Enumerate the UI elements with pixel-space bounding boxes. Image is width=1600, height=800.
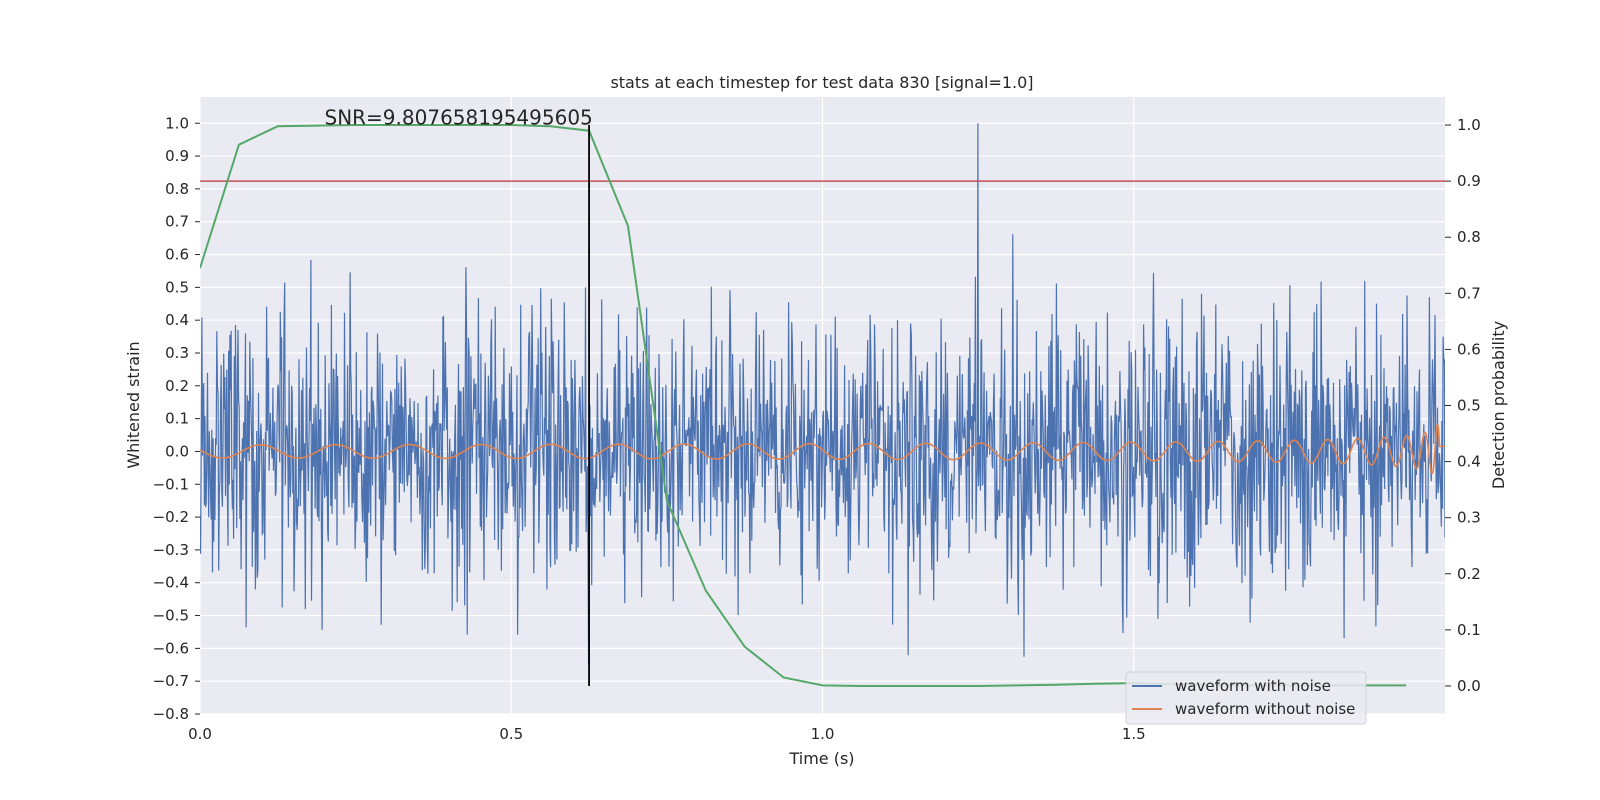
x-tick-label: 1.0 [811, 725, 835, 743]
y-left-tick-label: 0.3 [165, 344, 189, 362]
noisy-waveform-line [200, 123, 1445, 665]
y-right-tick-label: 0.8 [1457, 228, 1481, 246]
y-left-tick-label: −0.3 [153, 541, 189, 559]
y-left-tick-label: 0.4 [165, 311, 189, 329]
y-left-tick-label: 0.6 [165, 246, 189, 264]
y-left-tick-label: 0.2 [165, 377, 189, 395]
legend: waveform with noise waveform without noi… [1125, 671, 1367, 725]
y-left-tick-label: 0.0 [165, 442, 189, 460]
chart-title: stats at each timestep for test data 830… [610, 73, 1033, 92]
y-left-tick-label: 0.9 [165, 147, 189, 165]
x-axis-ticks: 0.0 0.5 1.0 1.5 [188, 725, 1146, 743]
y-right-tick-label: 0.9 [1457, 172, 1481, 190]
y-axis-left-ticks: −0.8 −0.7 −0.6 −0.5 −0.4 −0.3 −0.2 −0.1 0.0 0.1 0.… [153, 114, 200, 723]
y-right-tick-label: 0.1 [1457, 621, 1481, 639]
x-tick-label: 0.5 [499, 725, 523, 743]
x-tick-label: 1.5 [1122, 725, 1146, 743]
legend-label-noisy: waveform with noise [1175, 677, 1331, 695]
y-left-tick-label: −0.5 [153, 607, 189, 625]
y-left-tick-label: 0.8 [165, 180, 189, 198]
y-left-tick-label: −0.4 [153, 574, 189, 592]
y-left-tick-label: −0.2 [153, 508, 189, 526]
y-left-tick-label: 0.5 [165, 278, 189, 296]
y-right-tick-label: 1.0 [1457, 116, 1481, 134]
y-left-tick-label: −0.1 [153, 475, 189, 493]
y-left-tick-label: 0.7 [165, 213, 189, 231]
legend-label-clean: waveform without noise [1175, 700, 1355, 718]
y-left-tick-label: −0.8 [153, 705, 189, 723]
x-axis-label: Time (s) [788, 749, 854, 768]
y-right-tick-label: 0.3 [1457, 509, 1481, 527]
y-right-tick-label: 0.7 [1457, 284, 1481, 302]
x-tick-label: 0.0 [188, 725, 212, 743]
y-axis-left-label: Whitened strain [124, 341, 143, 468]
y-axis-right-ticks: 0.0 0.1 0.2 0.3 0.4 0.5 0.6 0.7 0.8 0.9 1.0 [1445, 116, 1481, 695]
y-right-tick-label: 0.5 [1457, 397, 1481, 415]
y-axis-right-label: Detection probability [1489, 321, 1508, 489]
y-right-tick-label: 0.4 [1457, 453, 1481, 471]
y-right-tick-label: 0.2 [1457, 565, 1481, 583]
legend-box [1125, 671, 1367, 725]
snr-annotation: SNR=9.807658195495605 [325, 105, 593, 129]
y-left-tick-label: −0.7 [153, 672, 189, 690]
y-left-tick-label: 1.0 [165, 114, 189, 132]
y-right-tick-label: 0.0 [1457, 677, 1481, 695]
clean-waveform-line [200, 423, 1445, 475]
y-right-tick-label: 0.6 [1457, 340, 1481, 358]
y-left-tick-label: −0.6 [153, 639, 189, 657]
y-left-tick-label: 0.1 [165, 410, 189, 428]
